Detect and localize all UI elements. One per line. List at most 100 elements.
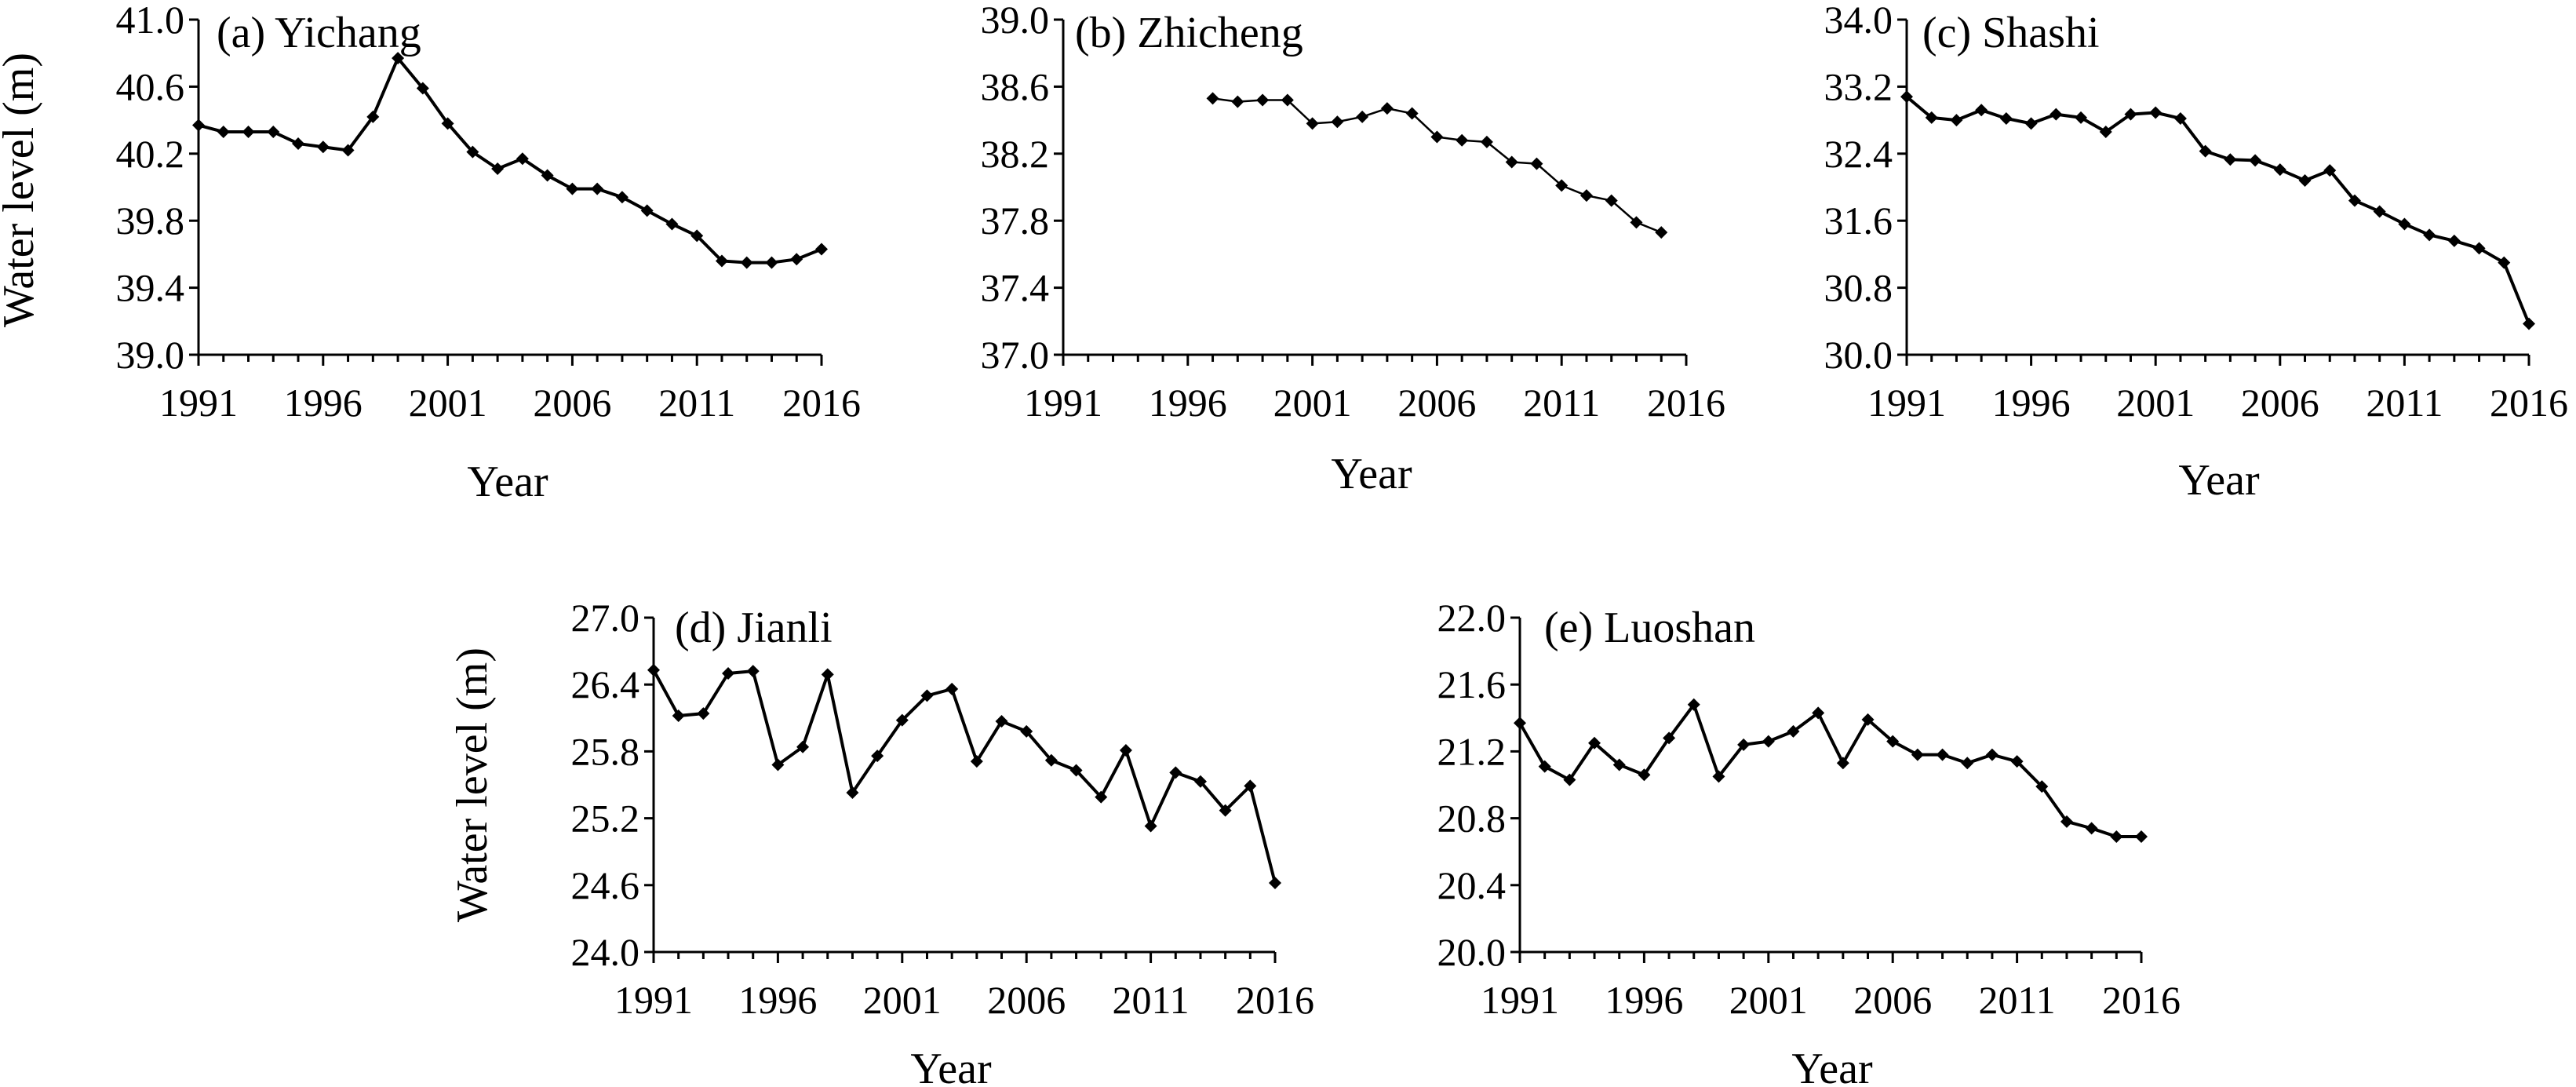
data-point-marker bbox=[2473, 242, 2486, 254]
x-tick-label: 1996 bbox=[1992, 381, 2071, 425]
panel-b-series-line bbox=[1213, 98, 1662, 232]
y-tick-label: 40.6 bbox=[116, 64, 185, 108]
y-tick-label: 34.0 bbox=[1824, 0, 1893, 42]
x-tick-label: 2016 bbox=[782, 381, 861, 425]
x-tick-label: 1996 bbox=[738, 978, 817, 1022]
panel-a-yichang: (a) Yichang Water level (m) Year 39.0 39.… bbox=[0, 0, 861, 506]
panel-a-title: (a) Yichang bbox=[217, 9, 421, 57]
data-point-marker bbox=[2448, 235, 2461, 247]
data-point-marker bbox=[2299, 174, 2312, 187]
data-point-marker bbox=[790, 253, 803, 265]
x-tick-label: 1996 bbox=[1149, 381, 1227, 425]
data-point-marker bbox=[1580, 189, 1593, 202]
y-tick-label: 21.6 bbox=[1437, 662, 1507, 706]
data-point-marker bbox=[2423, 228, 2436, 241]
x-tick-label: 2016 bbox=[1236, 978, 1314, 1022]
x-tick-label: 1991 bbox=[159, 381, 238, 425]
y-tick-label: 25.8 bbox=[571, 729, 640, 773]
data-point-marker bbox=[672, 709, 685, 722]
y-tick-label: 20.4 bbox=[1437, 863, 1507, 907]
data-point-marker bbox=[815, 243, 828, 255]
panel-d-ylabel: Water level (m) bbox=[448, 647, 497, 922]
x-tick-label: 2001 bbox=[2116, 381, 2195, 425]
panel-b-xlabel: Year bbox=[1331, 450, 1412, 498]
x-tick-label: 2001 bbox=[1729, 978, 1808, 1022]
data-point-marker bbox=[2000, 112, 2013, 125]
data-point-marker bbox=[1269, 877, 1281, 889]
panel-a-xlabel: Year bbox=[467, 458, 548, 506]
y-tick-label: 37.4 bbox=[981, 266, 1050, 310]
data-point-marker bbox=[192, 119, 205, 132]
data-point-marker bbox=[1231, 96, 1244, 108]
data-point-marker bbox=[647, 664, 660, 677]
data-point-marker bbox=[1207, 92, 1219, 104]
x-tick-label: 2006 bbox=[1397, 381, 1476, 425]
data-point-marker bbox=[1456, 134, 1468, 147]
data-point-marker bbox=[1911, 749, 1924, 761]
panel-c-shashi: (c) Shashi Year 30.030.831.632.433.234.0… bbox=[1824, 0, 2569, 505]
y-tick-label: 27.0 bbox=[571, 596, 640, 640]
y-tick-label: 39.4 bbox=[116, 266, 185, 310]
data-point-marker bbox=[1356, 111, 1368, 123]
x-tick-label: 2006 bbox=[533, 381, 611, 425]
x-tick-label: 2001 bbox=[1273, 381, 1352, 425]
data-point-marker bbox=[1937, 749, 1949, 761]
y-tick-label: 37.8 bbox=[981, 199, 1050, 243]
y-tick-label: 25.2 bbox=[571, 797, 640, 841]
data-point-marker bbox=[2398, 217, 2410, 230]
x-tick-label: 2011 bbox=[658, 381, 735, 425]
data-point-marker bbox=[616, 191, 629, 203]
y-tick-label: 38.6 bbox=[981, 64, 1050, 108]
data-point-marker bbox=[747, 665, 760, 677]
y-tick-label: 22.0 bbox=[1437, 596, 1507, 640]
data-point-marker bbox=[822, 668, 834, 680]
x-tick-label: 1991 bbox=[1481, 978, 1559, 1022]
data-point-marker bbox=[2498, 257, 2510, 269]
y-tick-label: 39.8 bbox=[116, 199, 185, 243]
data-point-marker bbox=[2249, 154, 2261, 166]
data-point-marker bbox=[267, 126, 279, 138]
data-point-marker bbox=[1762, 735, 1775, 748]
data-point-marker bbox=[2224, 153, 2236, 166]
data-point-marker bbox=[1514, 717, 1526, 729]
data-point-marker bbox=[292, 137, 304, 150]
data-point-marker bbox=[566, 183, 578, 195]
y-tick-label: 39.0 bbox=[981, 0, 1050, 42]
x-tick-label: 2016 bbox=[1647, 381, 1725, 425]
data-point-marker bbox=[317, 140, 330, 153]
x-tick-label: 2016 bbox=[2490, 381, 2568, 425]
x-tick-label: 1996 bbox=[1605, 978, 1683, 1022]
data-point-marker bbox=[1169, 766, 1182, 779]
panel-e-luoshan: (e) Luoshan Year 20.020.420.821.221.622.… bbox=[1437, 596, 2181, 1087]
x-tick-label: 1991 bbox=[614, 978, 693, 1022]
x-tick-label: 2011 bbox=[2366, 381, 2443, 425]
panel-e-xlabel: Year bbox=[1791, 1045, 1873, 1087]
x-tick-label: 2006 bbox=[987, 978, 1066, 1022]
panel-e-series-line bbox=[1520, 705, 2141, 837]
y-tick-label: 24.6 bbox=[571, 863, 640, 907]
panel-c-xlabel: Year bbox=[2178, 456, 2260, 505]
y-tick-label: 24.0 bbox=[571, 930, 640, 974]
data-point-marker bbox=[2523, 318, 2535, 330]
data-point-marker bbox=[1145, 820, 1157, 833]
y-tick-label: 20.8 bbox=[1437, 797, 1507, 841]
panel-d-series-line bbox=[654, 670, 1275, 883]
data-point-marker bbox=[1120, 744, 1132, 757]
data-point-marker bbox=[1539, 761, 1551, 773]
data-point-marker bbox=[765, 257, 778, 269]
panel-b-zhicheng: (b) Zhicheng Year 37.0 37.4 37.8 38.2 38.6 39… bbox=[981, 0, 1726, 498]
data-point-marker bbox=[2110, 830, 2122, 843]
water-level-figure: (a) Yichang Water level (m) Year 39.0 39.… bbox=[0, 0, 2576, 1087]
data-point-marker bbox=[2086, 822, 2098, 834]
data-point-marker bbox=[665, 217, 678, 230]
panel-e-title: (e) Luoshan bbox=[1544, 604, 1755, 652]
y-tick-label: 30.8 bbox=[1824, 266, 1893, 310]
data-point-marker bbox=[1381, 102, 1394, 115]
data-point-marker bbox=[591, 183, 603, 195]
y-tick-label: 31.6 bbox=[1824, 199, 1893, 243]
panel-d-xlabel: Year bbox=[910, 1045, 992, 1087]
data-point-marker bbox=[1256, 93, 1269, 106]
y-tick-label: 26.4 bbox=[571, 662, 640, 706]
x-tick-label: 2001 bbox=[409, 381, 487, 425]
data-point-marker bbox=[2025, 117, 2038, 129]
